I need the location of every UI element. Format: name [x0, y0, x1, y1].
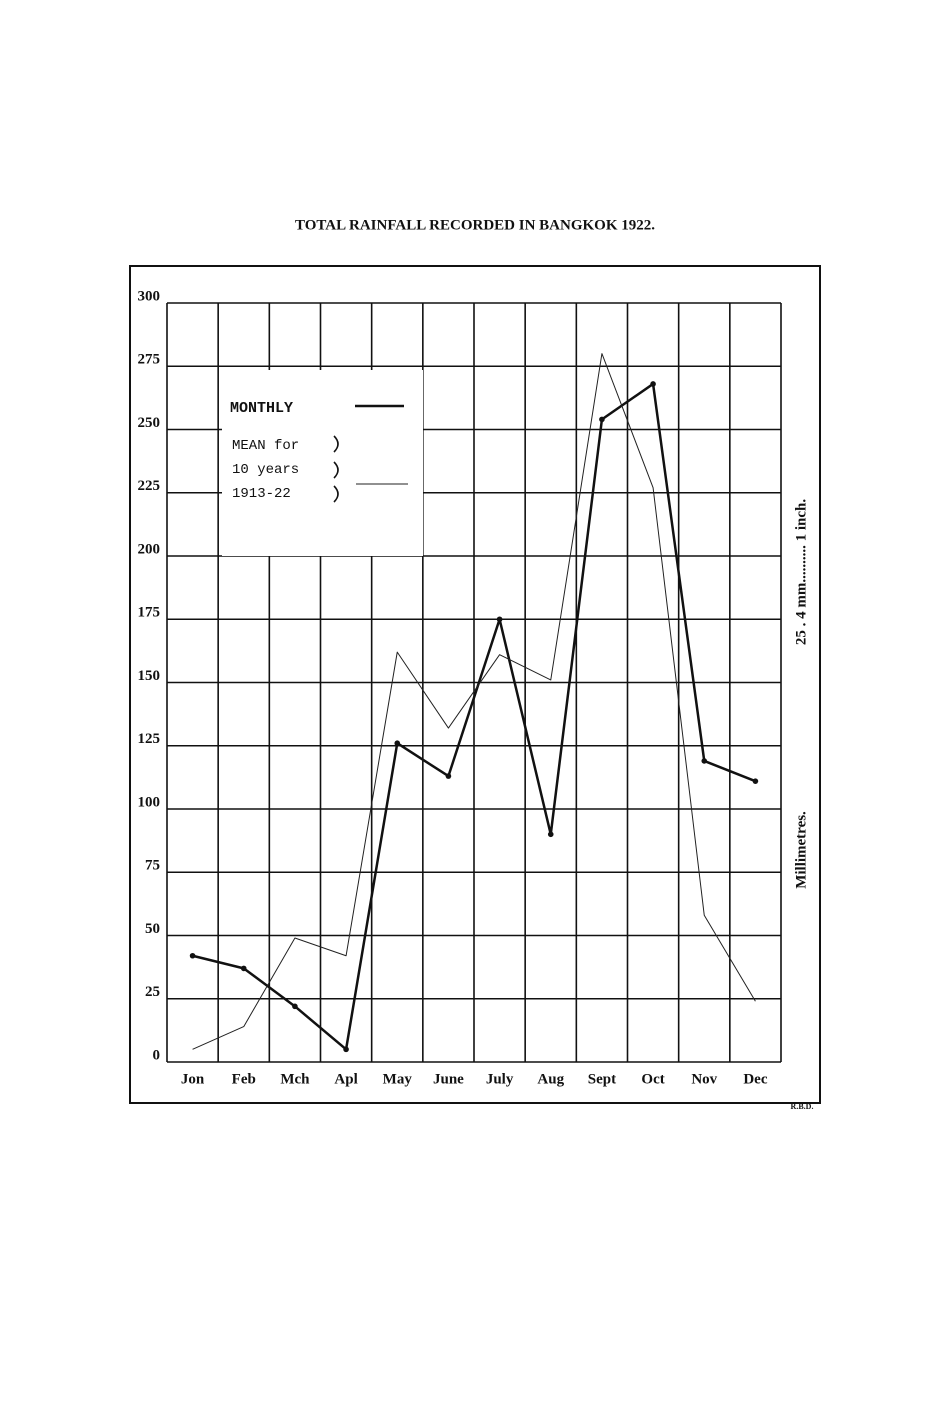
data-point [445, 773, 452, 779]
y-tick-label: 50 [145, 921, 160, 937]
legend-label: MONTHLY [230, 400, 293, 417]
x-tick-label: July [486, 1071, 514, 1087]
x-tick-label: May [383, 1071, 413, 1087]
data-point [394, 740, 401, 747]
chart-title: TOTAL RAINFALL RECORDED IN BANGKOK 1922. [295, 217, 655, 233]
x-tick-label: Apl [334, 1071, 357, 1087]
y-tick-label: 75 [145, 858, 160, 874]
data-point [189, 952, 196, 959]
data-point [650, 381, 656, 387]
signature: R.B.D. [791, 1102, 814, 1111]
legend-bracket [333, 435, 339, 503]
x-tick-label: Sept [588, 1071, 616, 1087]
x-tick-label: Nov [691, 1071, 717, 1087]
y-tick-label: 100 [138, 794, 161, 810]
axis-note: 25 . 4 mm.......... 1 inch. [793, 499, 809, 646]
data-point [599, 416, 605, 423]
x-tick-label: Oct [641, 1071, 664, 1087]
data-point [343, 1046, 349, 1053]
y-tick-label: 225 [138, 478, 161, 494]
y-tick-label: 175 [138, 605, 161, 621]
x-tick-label: June [433, 1071, 464, 1087]
frame [129, 265, 821, 1104]
data-point [752, 778, 759, 784]
x-tick-label: Mch [280, 1071, 310, 1087]
data-point [240, 965, 247, 972]
y-tick-label: 0 [153, 1047, 161, 1063]
y-tick-label: 150 [138, 668, 161, 684]
data-point [496, 616, 503, 623]
x-tick-label: Jon [181, 1071, 205, 1087]
y-axis-label: Millimetres. [793, 811, 809, 889]
y-tick-label: 25 [145, 984, 160, 1000]
y-tick-label: 250 [138, 415, 161, 431]
data-point [547, 831, 554, 838]
y-tick-label: 275 [138, 352, 161, 368]
data-point [292, 1003, 298, 1010]
y-tick-label: 200 [138, 541, 161, 557]
series-line [192, 382, 756, 1051]
data-point [701, 758, 708, 764]
y-tick-label: 300 [138, 288, 161, 304]
legend-label: MEAN for 10 years 1913-22 [232, 438, 300, 502]
series-line [192, 353, 756, 1050]
x-tick-label: Feb [232, 1071, 256, 1087]
legend-box [222, 370, 423, 556]
x-tick-label: Dec [743, 1071, 767, 1087]
y-tick-label: 125 [138, 731, 161, 747]
x-tick-label: Aug [537, 1071, 564, 1087]
